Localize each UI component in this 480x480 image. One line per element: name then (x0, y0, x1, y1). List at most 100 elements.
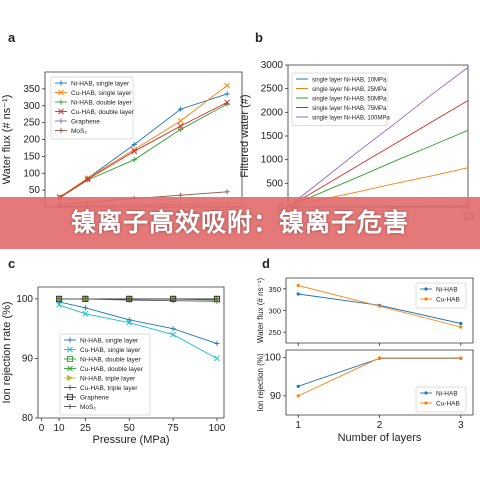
data-point (224, 189, 230, 195)
panel-letter-c: c (8, 256, 15, 271)
overlay-banner (0, 197, 480, 249)
series-mos (56, 296, 220, 304)
legend-label: Graphene (80, 394, 109, 401)
legend-label: Cu-HAB, single layer (71, 90, 132, 97)
x-axis-label: Pressure (MPa) (92, 434, 169, 446)
data-point (459, 356, 463, 360)
legend-label: Ni-HAB (436, 390, 458, 397)
data-point (177, 118, 184, 124)
x-tick-label: 100 (209, 423, 226, 434)
legend-label: MoS₂ (80, 404, 96, 411)
x-axis-label: Number of layers (338, 432, 422, 444)
data-point (178, 126, 184, 132)
data-point (214, 298, 220, 304)
legend-marker (58, 99, 64, 105)
legend-marker (67, 384, 73, 391)
data-point (84, 176, 91, 183)
legend-marker (58, 80, 64, 86)
x-tick-label: 50 (124, 423, 136, 434)
y-tick-label: 2500 (261, 84, 284, 95)
overlay-banner-text: 镍离子高效吸附：镍离子危害 (70, 208, 409, 237)
panel-a-water-flux-chart: 50 100 150 200 250 300 350 Water flux (# ns⁻¹) N… (1, 71, 243, 209)
y-tick-label: 90 (22, 353, 34, 364)
y-tick-label: 500 (266, 178, 283, 189)
legend-marker (58, 89, 64, 96)
legend-label: Ni-HAB, single layer (71, 80, 130, 87)
data-point (56, 296, 62, 302)
legend-marker (424, 297, 428, 301)
series-ni-hab (296, 356, 463, 388)
legend-label: single layer Ni-HAB, 50MPa (312, 96, 387, 102)
legend-label: single layer Ni-HAB, 100MPa (312, 115, 390, 121)
series-cu-hab (296, 356, 463, 398)
y-tick-label: 50 (29, 185, 41, 196)
y-tick-label: 2000 (261, 107, 284, 118)
data-point (170, 331, 177, 338)
data-point (178, 192, 184, 198)
y-tick-label: 1500 (261, 131, 284, 142)
legend-label: MoS₂ (71, 128, 87, 135)
axis-frame (285, 278, 473, 344)
data-point (178, 106, 184, 112)
data-point (296, 384, 300, 388)
y-tick-label: 250 (268, 328, 281, 337)
x-tick-label: 0 (39, 423, 45, 434)
legend-label: Ni-HAB, double layer (71, 99, 133, 106)
legend-label: Ni-HAB, single layer (80, 337, 139, 344)
y-tick-label: 100 (264, 353, 281, 364)
data-point (126, 297, 132, 303)
legend-label: Cu-HAB, double layer (71, 109, 135, 116)
y-tick-label: 350 (268, 285, 281, 294)
axis-frame-top-right (38, 286, 225, 418)
legend-marker (67, 337, 73, 343)
x-tick-label: 25 (80, 423, 92, 434)
legend-marker (67, 365, 73, 372)
y-tick-label: 3000 (261, 60, 284, 71)
series-single-layer-ni-hab-50mpa (287, 129, 469, 208)
data-point (296, 292, 300, 296)
data-point (131, 157, 137, 163)
data-point (296, 394, 300, 398)
legend-label: single layer Ni-HAB, 10MPa (312, 77, 387, 83)
data-point (126, 317, 132, 323)
panel-letter-b: b (255, 30, 263, 45)
legend-marker (424, 391, 428, 395)
data-point (82, 310, 89, 317)
y-axis-label: Ion rejection rate (%) (1, 301, 13, 403)
panel-d-ion-rejection-subplot: 90 100 1 2 3 Ion rejection (%) Number of layer… (256, 349, 474, 444)
legend-label: Cu-HAB (436, 400, 460, 407)
data-point (126, 319, 133, 326)
series-line-ni-hab (298, 357, 461, 387)
data-point (214, 355, 220, 362)
y-tick-label: 250 (23, 118, 40, 129)
y-tick-label: 300 (268, 307, 281, 316)
data-point (170, 326, 176, 332)
y-tick-label: 350 (23, 84, 40, 95)
series-cu-hab-single-layer (56, 301, 220, 362)
data-point (131, 141, 137, 148)
legend-label: Cu-HAB, single layer (80, 347, 141, 354)
axis-frame-top-right (45, 71, 243, 207)
legend-marker (58, 127, 64, 134)
y-tick-label: 200 (23, 135, 40, 146)
legend-frame (291, 72, 388, 126)
legend-label: Graphene (71, 118, 100, 125)
x-tick-label: 2 (377, 420, 383, 431)
legend-label: single layer Ni-HAB, 25MPa (312, 87, 387, 93)
data-point (56, 301, 62, 308)
y-axis-label: Water flux (# ns⁻¹) (256, 278, 265, 344)
legend-marker (58, 108, 64, 115)
y-tick-label: 1000 (261, 155, 284, 166)
data-point (131, 148, 138, 155)
series-line-single-layer-ni-hab-75mpa (287, 100, 469, 208)
legend-marker (66, 355, 74, 363)
legend-marker (67, 374, 74, 382)
data-point (377, 304, 382, 308)
panel-letter-a: a (8, 30, 16, 45)
series-single-layer-ni-hab-75mpa (287, 100, 469, 208)
data-point (224, 82, 231, 89)
